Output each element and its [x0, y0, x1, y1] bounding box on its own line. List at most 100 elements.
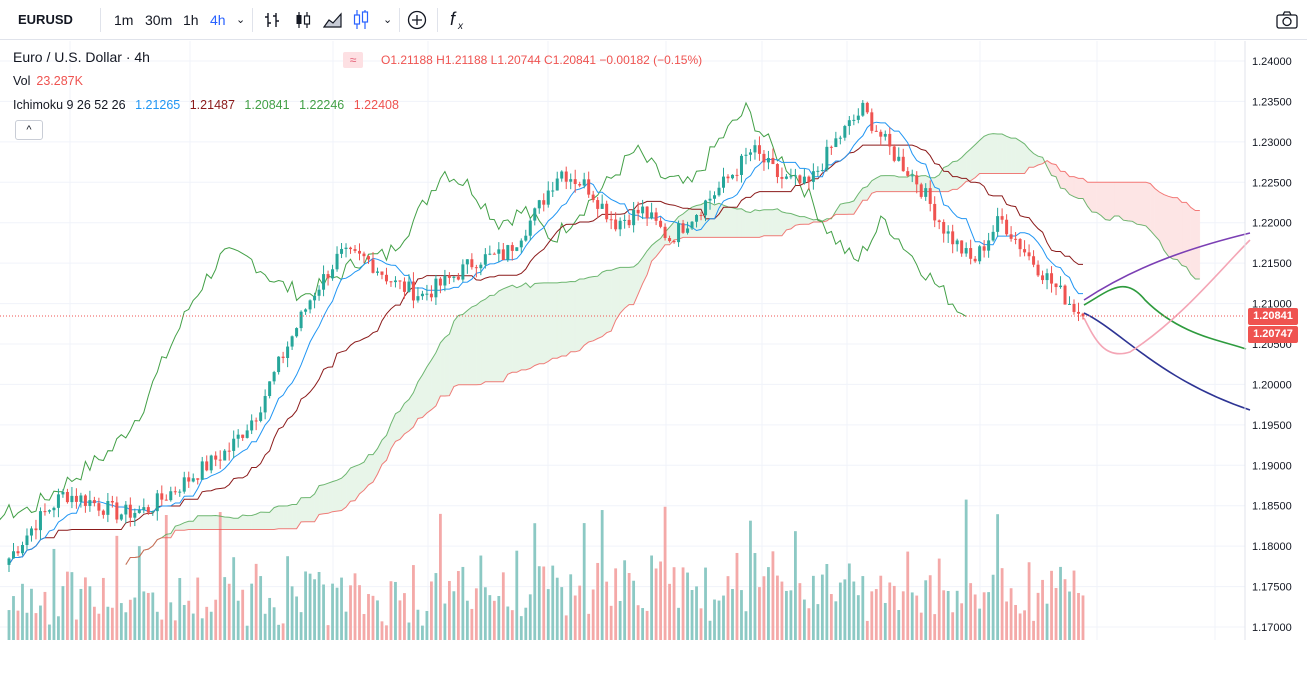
candle-body: [847, 120, 851, 127]
candle-body: [214, 455, 218, 460]
symbol-button[interactable]: EURUSD: [18, 12, 73, 27]
volume-bar: [16, 610, 20, 640]
volume-bar: [960, 603, 964, 640]
cloud-segment: [485, 294, 491, 383]
cloud-segment: [997, 133, 1003, 174]
candle-body: [1000, 216, 1004, 220]
volume-bar: [1036, 592, 1040, 640]
candle-body: [488, 253, 492, 255]
candle-body: [1077, 311, 1081, 314]
cloud-segment: [709, 202, 715, 238]
cloud-segment: [1163, 194, 1169, 258]
candle-body: [910, 175, 914, 177]
collapse-legend-button[interactable]: ^: [15, 120, 43, 140]
volume-bar: [820, 574, 824, 640]
candle-body: [901, 156, 905, 172]
candle-body: [1032, 256, 1036, 265]
volume-bar: [452, 591, 456, 640]
candle-body: [331, 269, 335, 279]
top-toolbar: EURUSD 1m 30m 1h 4h ⌄ ⌄ f x: [0, 0, 1307, 40]
volume-bar: [295, 596, 298, 640]
indicators-fx-icon[interactable]: f x: [448, 9, 468, 31]
volume-bar: [331, 583, 334, 640]
candle-body: [43, 511, 47, 513]
volume-bar: [268, 597, 272, 640]
cloud-segment: [494, 290, 500, 383]
volume-bar: [919, 612, 923, 640]
cloud-segment: [1145, 181, 1151, 232]
area-style-icon[interactable]: [323, 11, 343, 29]
volume-bar: [48, 624, 51, 640]
candle-body: [438, 278, 442, 286]
cloud-segment: [1109, 181, 1115, 221]
candle-body: [888, 133, 892, 147]
compare-add-icon[interactable]: [407, 10, 427, 30]
cloud-segment: [1105, 181, 1111, 221]
cloud-segment: [988, 133, 994, 174]
volume-bar: [798, 583, 802, 640]
cloud-segment: [1051, 163, 1057, 178]
cloud-segment: [1019, 140, 1025, 174]
volume-bar: [533, 523, 537, 640]
interval-30m-button[interactable]: 30m: [145, 12, 173, 28]
candle-body: [605, 203, 609, 220]
candle-body: [874, 130, 878, 132]
ohlc-readout: ≈ O1.21188 H1.21188 L1.20744 C1.20841 −0.…: [343, 52, 702, 68]
candle-body: [187, 477, 191, 482]
volume-bar: [1077, 592, 1080, 640]
interval-1h-button[interactable]: 1h: [183, 12, 199, 28]
candle-style-icon[interactable]: [294, 11, 312, 29]
volume-bar: [483, 587, 487, 640]
compare-icon[interactable]: ≈: [343, 52, 363, 68]
chevron-down-icon[interactable]: ⌄: [236, 14, 246, 26]
cloud-segment: [1177, 196, 1183, 267]
candle-body: [142, 507, 146, 510]
candle-body: [825, 146, 829, 171]
camera-icon[interactable]: [1276, 11, 1298, 29]
volume-bar: [353, 573, 357, 640]
chevron-down-icon[interactable]: ⌄: [383, 14, 393, 26]
candle-body: [196, 478, 200, 480]
candle-body: [1023, 249, 1027, 253]
volume-bar: [686, 572, 689, 640]
volume-bar: [317, 571, 321, 640]
volume-bar: [506, 606, 510, 640]
interval-1m-button[interactable]: 1m: [114, 12, 134, 28]
candle-body: [411, 281, 415, 301]
candle-body: [699, 215, 703, 217]
candle-body: [263, 396, 267, 413]
cloud-segment: [570, 281, 576, 353]
volume-bar: [61, 586, 65, 640]
volume-bar: [704, 567, 707, 640]
volume-bar: [83, 577, 87, 640]
projection-line-navy: [1083, 312, 1251, 411]
hollow-candle-icon[interactable]: [352, 9, 370, 31]
candle-body: [169, 491, 173, 501]
cloud-segment: [431, 351, 437, 411]
volume-bar: [618, 600, 622, 640]
cloud-segment: [336, 477, 342, 512]
volume-bar: [151, 592, 155, 640]
volume-bar: [555, 577, 559, 640]
candle-body: [259, 412, 263, 421]
volume-bar: [802, 599, 806, 640]
candle-body: [101, 510, 105, 515]
candle-body: [865, 102, 869, 113]
volume-bar: [137, 546, 141, 640]
volume-bar: [1045, 603, 1049, 640]
cloud-segment: [750, 209, 756, 238]
volume-bar: [142, 591, 146, 640]
volume-bar: [937, 558, 941, 640]
price-chart[interactable]: 1.24000 1.23500 1.23000 1.22500 1.22000 1.215…: [0, 0, 1307, 640]
cloud-segment: [992, 133, 998, 174]
volume-bar: [650, 555, 654, 640]
bar-style-icon[interactable]: [263, 11, 281, 29]
cloud-segment: [970, 143, 976, 182]
candle-body: [497, 249, 501, 254]
interval-4h-button[interactable]: 4h: [210, 12, 226, 28]
volume-bar: [362, 614, 366, 640]
cloud-segment: [552, 282, 558, 359]
candle-body: [942, 222, 946, 234]
volume-bar: [447, 580, 451, 640]
volume-legend: Vol 23.287K: [13, 74, 89, 88]
